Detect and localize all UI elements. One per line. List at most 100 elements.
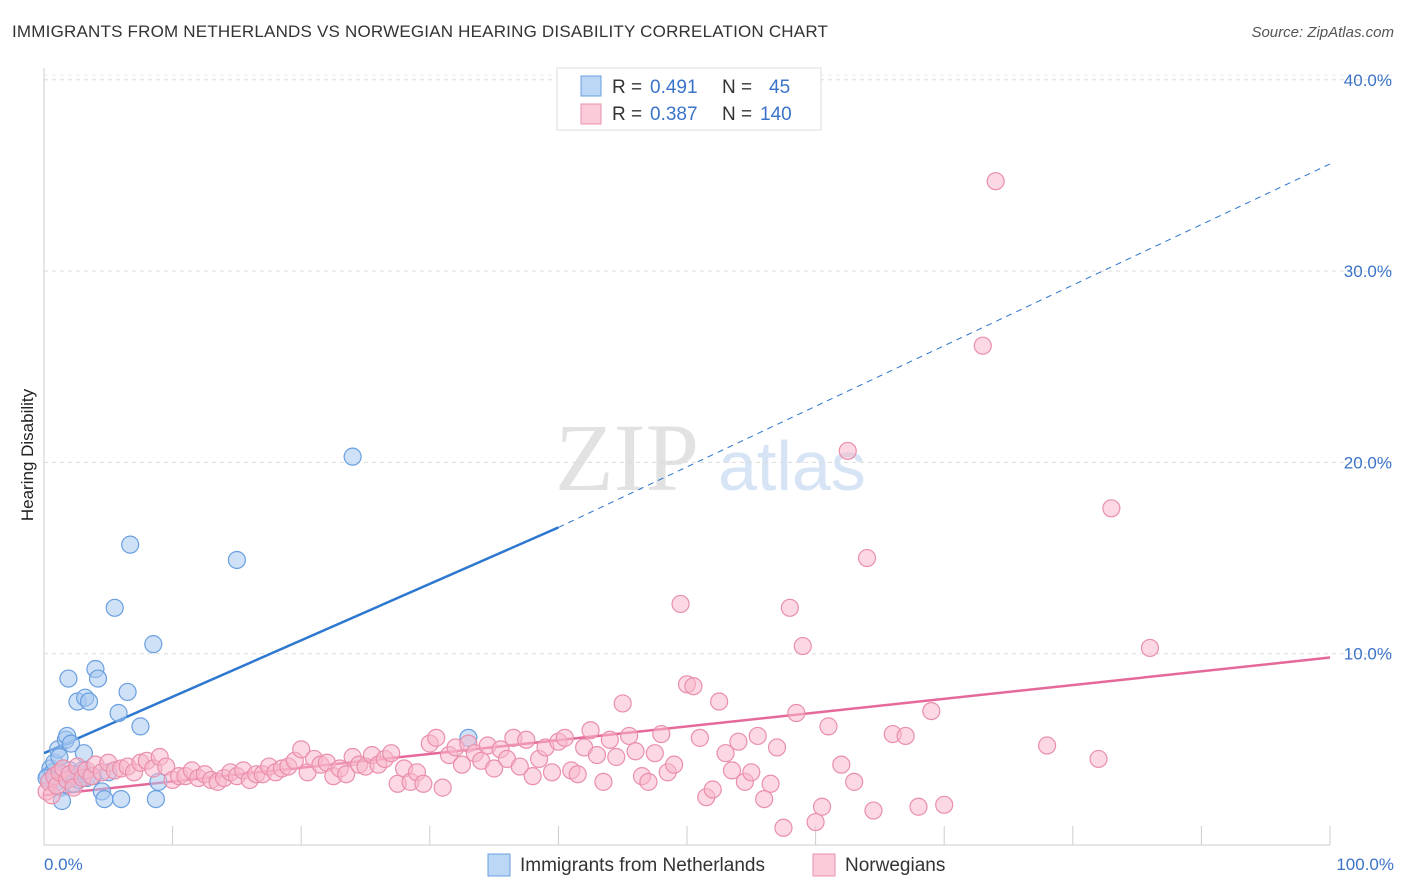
norwegians-point xyxy=(665,755,684,774)
norwegians-point xyxy=(909,797,928,816)
netherlands-point xyxy=(121,535,140,554)
norwegians-point xyxy=(1089,749,1108,769)
norwegians-point xyxy=(722,761,742,780)
norwegians-point xyxy=(973,336,992,355)
norwegians-point xyxy=(620,726,639,746)
legend-r-label-1: R = xyxy=(612,77,642,98)
bottom-legend-label-norwegians: Norwegians xyxy=(845,855,945,876)
watermark-zip: ZIP xyxy=(555,404,699,511)
norwegians-point xyxy=(510,757,529,776)
norwegians-point xyxy=(710,692,729,711)
netherlands-trend-extension xyxy=(558,163,1331,528)
netherlands-point xyxy=(146,789,165,809)
grid xyxy=(44,74,1392,655)
norwegians-point xyxy=(819,717,838,736)
norwegians-point xyxy=(935,795,954,814)
norwegians-point xyxy=(600,730,619,749)
norwegians-point xyxy=(382,744,401,763)
bottom-legend-swatch-netherlands xyxy=(487,853,511,877)
norwegians-point xyxy=(767,738,787,757)
y-tick-label: 10.0% xyxy=(1344,645,1392,664)
norwegians-point xyxy=(523,767,542,786)
norwegians-point xyxy=(684,677,703,696)
norwegians-point xyxy=(806,812,825,832)
norwegians-point xyxy=(292,740,311,759)
y-axis-title: Hearing Disability xyxy=(18,388,37,521)
y-tick-label: 40.0% xyxy=(1344,71,1392,90)
norwegians-point xyxy=(337,765,356,784)
netherlands-point xyxy=(227,550,246,570)
norwegians-point xyxy=(433,778,452,797)
legend-n-value-2: 140 xyxy=(760,104,792,125)
legend-n-label-1: N = xyxy=(722,77,752,98)
netherlands-point xyxy=(131,717,150,736)
norwegians-point xyxy=(716,744,735,763)
norwegians-point xyxy=(787,703,806,723)
norwegians-point xyxy=(703,780,722,799)
norwegians-point xyxy=(774,818,793,837)
watermark-atlas: atlas xyxy=(718,427,866,505)
norwegians-point xyxy=(607,747,626,767)
norwegians-point xyxy=(645,744,664,763)
norwegians-point xyxy=(986,172,1005,191)
norwegians-point xyxy=(587,745,607,765)
x-tick-label-max: 100.0% xyxy=(1336,855,1394,874)
y-tick-label: 20.0% xyxy=(1344,453,1392,472)
bottom-legend-label-netherlands: Immigrants from Netherlands xyxy=(520,855,765,876)
norwegians-point xyxy=(729,732,748,751)
legend-swatch-norwegians xyxy=(580,103,602,125)
norwegians-point xyxy=(761,774,780,793)
norwegians-point xyxy=(626,742,645,761)
source-label: Source: ZipAtlas.com xyxy=(1251,24,1394,41)
legend-r-label-2: R = xyxy=(612,104,642,125)
norwegians-point xyxy=(1140,638,1160,658)
norwegians-point xyxy=(517,730,536,749)
norwegians-point xyxy=(542,763,562,782)
norwegians-point xyxy=(613,694,632,713)
norwegians-point xyxy=(812,797,832,816)
norwegians-point xyxy=(671,594,690,614)
netherlands-point xyxy=(95,789,114,809)
norwegians-point xyxy=(568,765,587,784)
bottom-legend-swatch-norwegians xyxy=(812,853,836,877)
netherlands-trend-line xyxy=(43,526,559,755)
norwegians-point xyxy=(1102,499,1121,518)
netherlands-point xyxy=(79,692,99,711)
norwegians-point xyxy=(452,755,472,774)
norwegians-point xyxy=(581,721,600,740)
norwegians-point xyxy=(690,728,709,747)
legend-r-value-2: 0.387 xyxy=(650,104,698,125)
norwegians-point xyxy=(838,441,857,461)
legend-n-value-1: 45 xyxy=(769,77,790,98)
norwegians-point xyxy=(748,726,767,746)
netherlands-point xyxy=(88,669,108,688)
norwegians-point xyxy=(845,772,864,791)
legend-swatch-netherlands xyxy=(580,75,602,97)
norwegians-point xyxy=(485,759,504,778)
netherlands-point xyxy=(109,703,128,723)
norwegians-point xyxy=(864,801,883,820)
norwegians-point xyxy=(1037,736,1057,755)
norwegians-point xyxy=(896,726,915,746)
norwegians-point xyxy=(780,598,799,617)
netherlands-point xyxy=(61,734,81,753)
stats-legend: R = 0.491 N = 45 R = 0.387 N = 140 xyxy=(556,67,822,131)
netherlands-point xyxy=(144,635,163,654)
norwegians-point xyxy=(755,789,774,809)
bottom-legend: Immigrants from Netherlands Norwegians xyxy=(487,853,945,877)
legend-r-value-1: 0.491 xyxy=(650,77,698,98)
norwegians-point xyxy=(832,755,851,774)
y-tick-label: 30.0% xyxy=(1344,262,1392,281)
norwegians-point xyxy=(427,728,446,747)
data-points xyxy=(37,172,1160,837)
netherlands-point xyxy=(105,598,124,617)
chart-title: IMMIGRANTS FROM NETHERLANDS VS NORWEGIAN… xyxy=(12,22,829,41)
x-tick-label-min: 0.0% xyxy=(44,855,83,874)
netherlands-point xyxy=(118,682,137,702)
netherlands-point xyxy=(343,447,362,466)
legend-n-label-2: N = xyxy=(722,104,752,125)
norwegians-point xyxy=(742,763,761,782)
norwegians-point xyxy=(652,724,671,744)
netherlands-point xyxy=(112,789,131,809)
